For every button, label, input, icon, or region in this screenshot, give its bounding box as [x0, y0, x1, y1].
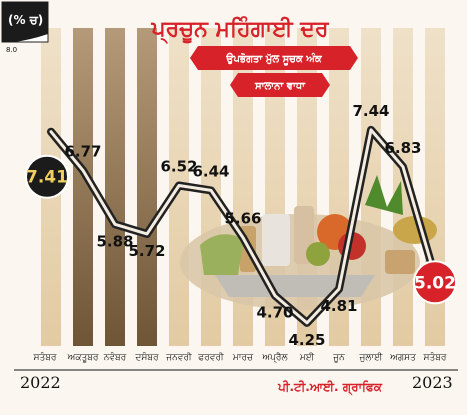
month-label: ਸਤੰਬਰ	[423, 351, 447, 363]
first-value-badge	[25, 154, 69, 199]
subtitle-1: ਉਪਭੋਗਤਾ ਮੁੱਲ ਸੂਚਕ ਅੰਕ	[225, 51, 323, 66]
background-bar	[105, 28, 125, 346]
subtitle-pill-2: ਸਾਲਾਨਾ ਵਾਧਾ	[230, 73, 330, 97]
month-label: ਅਗਸਤ	[389, 353, 416, 363]
month-label: ਅਪ੍ਰੈਲ	[261, 352, 288, 363]
value-label: 7.41	[26, 168, 68, 188]
value-label: 4.81	[320, 297, 357, 315]
percent-badge: (% ਚ) 8.0	[1, 1, 49, 54]
value-label: 6.77	[64, 142, 101, 160]
background-bar	[137, 28, 157, 346]
month-label: ਨਵੰਬਰ	[103, 351, 127, 363]
background-bar	[73, 28, 93, 346]
value-label: 5.72	[128, 242, 165, 260]
month-label: ਫਰਵਰੀ	[197, 352, 224, 363]
month-label: ਜੂਨ	[332, 353, 345, 363]
value-labels: 7.41 6.77 5.885.72 6.526.44 5.66 4.70 4.25 4.81…	[25, 102, 457, 349]
value-label: 6.44	[192, 162, 229, 180]
month-label: ਮਈ	[299, 352, 315, 363]
year-end: 2023	[412, 373, 453, 392]
value-label: 5.88	[96, 232, 133, 250]
month-label: ਅਕਤੂਬਰ	[67, 353, 99, 363]
subtitle-2: ਸਾਲਾਨਾ ਵਾਧਾ	[254, 81, 306, 92]
month-label: ਜੁਲਾਈ	[359, 352, 384, 363]
value-label: 6.83	[384, 139, 421, 157]
value-label: 5.66	[224, 210, 261, 228]
month-label: ਸਤੰਬਰ	[33, 351, 57, 363]
y-max-tick: 8.0	[6, 46, 17, 54]
value-label: 4.25	[288, 331, 325, 349]
subtitle-pill-1: ਉਪਭੋਗਤਾ ਮੁੱਲ ਸੂਚਕ ਅੰਕ	[190, 46, 358, 70]
chart-title: ਪ੍ਰਚੂਨ ਮਹਿੰਗਾਈ ਦਰ	[150, 16, 329, 45]
value-label: 5.02	[414, 273, 456, 293]
month-label: ਮਾਰਚ	[232, 353, 254, 363]
source-credit: ਪੀ.ਟੀ.ਆਈ. ਗ੍ਰਾਫਿਕ	[277, 380, 383, 395]
month-label: ਦਸੰਬਰ	[134, 351, 159, 363]
month-label: ਜਨਵਰੀ	[165, 352, 192, 363]
value-label: 7.44	[352, 102, 389, 120]
unit-label: (% ਚ)	[8, 13, 43, 27]
last-value-badge	[413, 260, 457, 305]
value-label: 6.52	[160, 158, 197, 176]
series-line-highlight	[49, 128, 437, 325]
year-start: 2022	[20, 373, 61, 392]
month-axis: ਸਤੰਬਰ ਅਕਤੂਬਰ ਨਵੰਬਰ ਦਸੰਬਰ ਜਨਵਰੀ ਫਰਵਰੀ ਮਾਰਚ ਅਪ੍ਰੈ…	[33, 351, 447, 363]
value-label: 4.70	[256, 304, 293, 322]
